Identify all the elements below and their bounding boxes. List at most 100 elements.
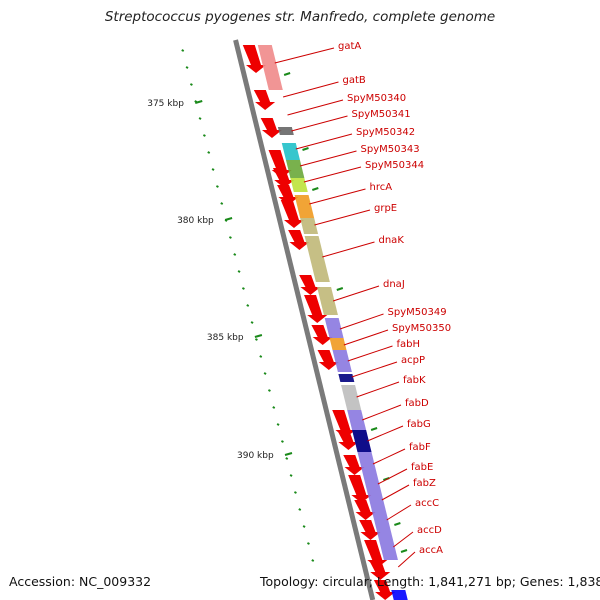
gene-label-spym50341: SpyM50341: [352, 109, 411, 120]
scale-dot: [241, 287, 245, 290]
backbone-line: [233, 39, 376, 600]
gene-label-spym50349: SpyM50349: [388, 307, 447, 318]
scale-dot: [276, 423, 280, 426]
scale-dot: [211, 168, 215, 171]
scale-dot: [233, 253, 237, 256]
gene-leader-line: [314, 209, 371, 226]
gene-leader-line: [393, 531, 414, 548]
gene-label-gatb: gatB: [343, 75, 366, 86]
cog-block: [317, 287, 338, 315]
gene-label-spym50344: SpyM50344: [365, 160, 424, 171]
gene-leader-line: [356, 381, 400, 398]
cog-block: [285, 160, 305, 178]
gene-arrow: [354, 500, 376, 520]
cog-block: [277, 127, 294, 135]
cog-block: [294, 195, 315, 218]
scale-dot: [272, 406, 276, 409]
gene-leader-line: [287, 99, 344, 116]
cog-block: [341, 385, 362, 410]
scale-tick-label: 385 kbp: [207, 333, 244, 343]
accession-text: Accession: NC_009332: [9, 574, 152, 589]
scale-dot: [302, 525, 306, 528]
scale-tick-label: 375 kbp: [147, 99, 184, 109]
scale-tick-label: 390 kbp: [237, 451, 274, 461]
scale-dot: [189, 83, 193, 86]
scale-dot: [267, 389, 271, 392]
gene-leader-line: [397, 551, 416, 568]
outer-tick: [311, 187, 319, 191]
gene-leader-line: [332, 285, 380, 302]
scale-dot: [220, 202, 224, 205]
cog-block: [332, 350, 352, 372]
gene-arrow: [299, 275, 321, 295]
cog-block: [391, 590, 408, 600]
gene-label-accc: accC: [415, 498, 439, 509]
cog-block: [257, 45, 283, 90]
scale-dot: [293, 491, 297, 494]
gene-leader-line: [377, 468, 408, 485]
gene-leader-line: [339, 313, 384, 330]
gene-leader-line: [299, 150, 357, 167]
gene-leader-line: [386, 504, 412, 521]
scale-tick: [224, 217, 233, 221]
scale-dot: [181, 49, 185, 52]
gene-arrow: [304, 295, 328, 323]
gene-leader-line: [347, 345, 393, 362]
cog-block: [352, 430, 372, 452]
gene-leader-line: [372, 448, 406, 465]
topology-summary: Topology: circular; Length: 1,841,271 bp…: [260, 574, 600, 589]
gene-arrow: [253, 90, 276, 110]
gene-leader-line: [351, 361, 398, 378]
gene-leader-line: [295, 133, 353, 150]
gene-label-fabh: fabH: [397, 339, 421, 350]
scale-dot: [259, 355, 263, 358]
gene-label-spym50340: SpyM50340: [347, 93, 406, 104]
gene-arrow: [337, 430, 359, 450]
gene-arrow: [272, 168, 295, 188]
gene-label-accd: accD: [417, 525, 442, 536]
gene-arrow: [280, 200, 304, 228]
gene-label-hrca: hrcA: [370, 182, 393, 193]
gene-leader-line: [274, 47, 335, 64]
gene-label-dnaj: dnaJ: [383, 279, 405, 290]
gene-arrow: [317, 350, 339, 370]
gene-label-fabf: fabF: [409, 442, 431, 453]
gene-arrow: [288, 230, 310, 250]
gene-leader-line: [343, 329, 389, 346]
outer-tick: [394, 522, 401, 526]
outer-tick: [283, 72, 291, 76]
scale-dot: [198, 117, 202, 120]
gene-arrow: [242, 45, 267, 73]
gene-leader-line: [322, 241, 375, 258]
scale-dot: [246, 304, 250, 307]
gene-label-fabg: fabG: [407, 419, 431, 430]
scale-dot: [202, 134, 206, 137]
gene-leader-line: [362, 404, 402, 421]
gene-leader-line: [367, 425, 404, 442]
cog-block: [281, 143, 300, 160]
gene-leader-line: [381, 484, 410, 501]
cog-block: [329, 338, 347, 350]
gene-label-spym50343: SpyM50343: [361, 144, 420, 155]
gene-leader-line: [309, 188, 366, 205]
scale-dot: [285, 457, 289, 460]
cog-block: [304, 236, 330, 282]
gene-label-dnak: dnaK: [379, 235, 405, 246]
cog-block: [324, 318, 344, 338]
outer-tick: [400, 549, 408, 553]
scale-dot: [289, 474, 293, 477]
scale-tick: [254, 334, 263, 338]
gene-arrow: [311, 325, 333, 345]
gene-label-acpp: acpP: [401, 355, 425, 366]
gene-label-gata: gatA: [338, 41, 361, 52]
gene-label-fabe: fabE: [411, 462, 433, 473]
scale-dot: [185, 66, 189, 69]
gene-arrow: [348, 475, 372, 503]
outer-tick: [302, 147, 309, 151]
scale-dot: [263, 372, 267, 375]
scale-tick-label: 380 kbp: [177, 216, 214, 226]
gene-label-fabz: fabZ: [413, 478, 436, 489]
scale-dot: [228, 236, 232, 239]
scale-dot: [311, 559, 315, 562]
